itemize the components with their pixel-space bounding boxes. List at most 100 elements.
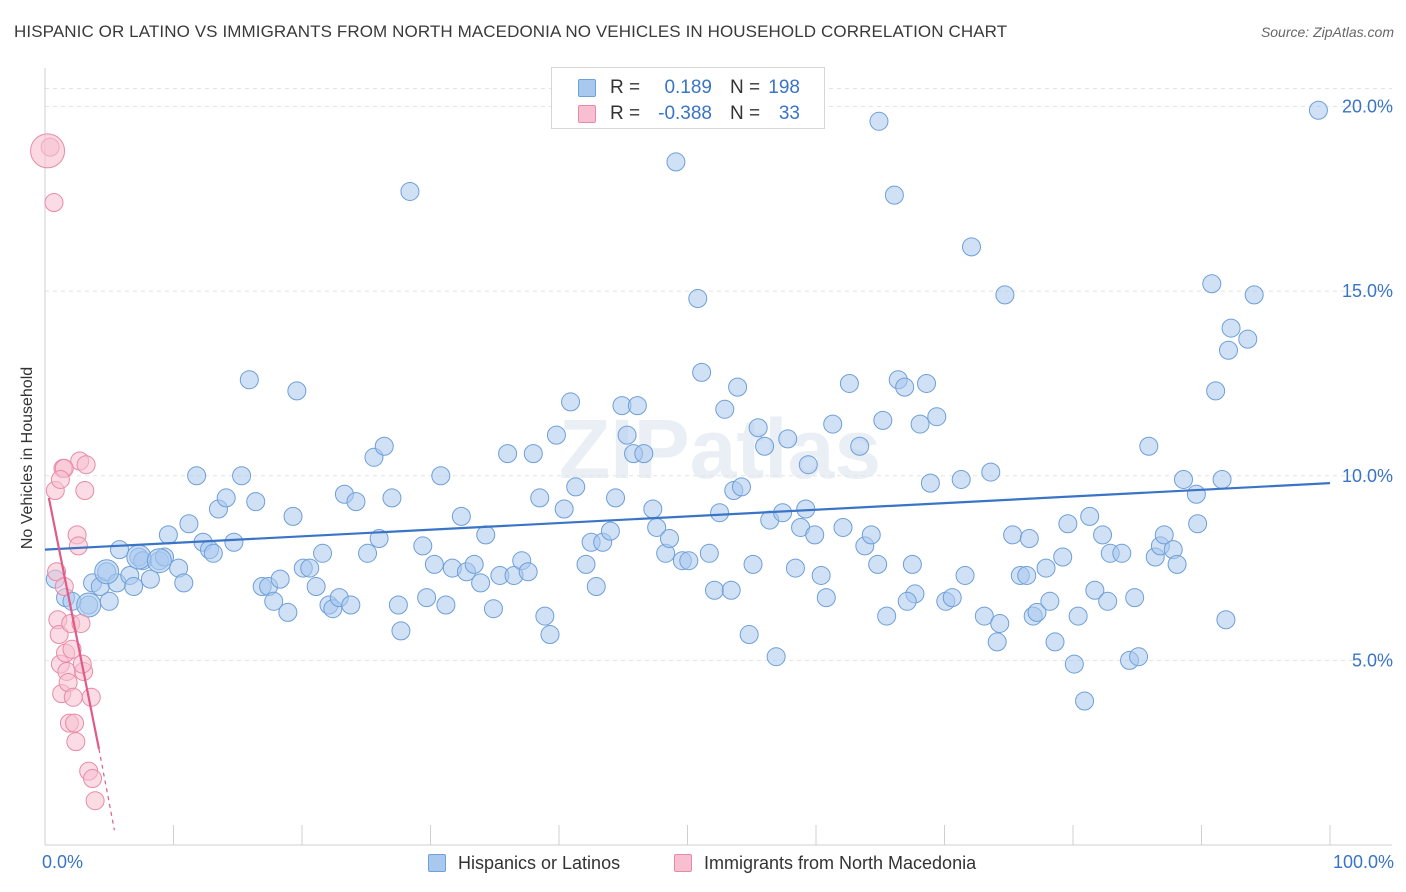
- point-0-140: [917, 373, 937, 393]
- point-0-7: [99, 591, 119, 611]
- point-0-27: [224, 532, 244, 552]
- point-0-188: [1216, 610, 1236, 630]
- point-0-191: [1238, 329, 1258, 349]
- point-0-58: [424, 554, 444, 574]
- point-0-55: [400, 181, 420, 201]
- point-0-103: [710, 503, 730, 523]
- point-0-14: [140, 569, 160, 589]
- point-0-54: [391, 621, 411, 641]
- point-0-64: [464, 554, 484, 574]
- point-0-35: [278, 602, 298, 622]
- x-tick-label-min: 0.0%: [42, 852, 84, 872]
- point-0-105: [721, 580, 741, 600]
- point-0-53: [388, 595, 408, 615]
- point-0-100: [692, 362, 712, 382]
- trend-line-0: [44, 482, 1331, 551]
- y-axis-title: No Vehicles in Household: [19, 366, 36, 550]
- point-0-9: [110, 540, 130, 560]
- point-0-51: [374, 436, 394, 456]
- big-point-0-0: [76, 592, 102, 618]
- point-0-96: [666, 152, 686, 172]
- point-0-36: [283, 506, 303, 526]
- point-1-15: [62, 639, 82, 659]
- point-0-131: [869, 111, 889, 131]
- point-0-108: [731, 477, 751, 497]
- point-0-174: [1125, 588, 1145, 608]
- point-0-19: [174, 573, 194, 593]
- point-0-88: [617, 425, 637, 445]
- point-0-90: [627, 396, 647, 416]
- y-tick-label-0: 5.0%: [1352, 650, 1393, 670]
- point-0-167: [1080, 506, 1100, 526]
- point-1-32: [50, 469, 70, 489]
- point-0-102: [704, 580, 724, 600]
- point-0-77: [546, 425, 566, 445]
- point-0-137: [902, 554, 922, 574]
- legend-swatch-hispanics: [428, 854, 446, 872]
- trend-line-ext-1: [98, 748, 115, 831]
- big-point-0-3: [146, 548, 172, 574]
- point-0-95: [660, 529, 680, 549]
- point-0-50: [369, 529, 389, 549]
- point-0-26: [216, 488, 236, 508]
- point-0-181: [1167, 554, 1187, 574]
- point-0-194: [897, 591, 917, 611]
- y-tick-label-2: 15.0%: [1342, 281, 1393, 301]
- big-point-1-0: [30, 133, 66, 169]
- point-1-27: [81, 687, 101, 707]
- point-0-153: [1003, 525, 1023, 545]
- point-0-111: [748, 418, 768, 438]
- point-0-193: [1308, 100, 1328, 120]
- legend-r-label: R =: [610, 103, 641, 124]
- point-0-107: [728, 377, 748, 397]
- point-0-33: [264, 591, 284, 611]
- chart-title: HISPANIC OR LATINO VS IMMIGRANTS FROM NO…: [14, 22, 1008, 41]
- point-0-11: [124, 577, 144, 597]
- point-0-176: [1139, 436, 1159, 456]
- point-0-20: [179, 514, 199, 534]
- point-0-57: [417, 588, 437, 608]
- y-tick-label-1: 10.0%: [1342, 466, 1393, 486]
- point-0-17: [158, 525, 178, 545]
- legend-r-value: 0.189: [664, 77, 712, 98]
- point-0-91: [634, 444, 654, 464]
- point-0-184: [1188, 514, 1208, 534]
- point-0-62: [451, 506, 471, 526]
- point-0-101: [699, 543, 719, 563]
- point-0-132: [873, 410, 893, 430]
- point-1-17: [65, 713, 85, 733]
- point-0-125: [833, 517, 853, 537]
- point-0-136: [895, 377, 915, 397]
- point-0-59: [431, 466, 451, 486]
- point-0-75: [535, 606, 555, 626]
- point-0-121: [805, 525, 825, 545]
- point-0-126: [839, 373, 859, 393]
- source-label: Source: ZipAtlas.com: [1260, 24, 1394, 40]
- point-0-147: [961, 237, 981, 257]
- legend-swatch-blue: [578, 79, 596, 97]
- point-0-86: [606, 488, 626, 508]
- point-0-120: [798, 455, 818, 475]
- point-0-109: [739, 625, 759, 645]
- point-0-37: [287, 381, 307, 401]
- legend-label-macedonia: Immigrants from North Macedonia: [704, 853, 977, 873]
- point-0-168: [1085, 580, 1105, 600]
- point-0-78: [554, 499, 574, 519]
- point-0-24: [203, 543, 223, 563]
- big-point-0-1: [94, 559, 120, 585]
- point-0-72: [518, 562, 538, 582]
- point-1-1: [44, 193, 64, 213]
- point-0-189: [1218, 340, 1238, 360]
- point-0-183: [1186, 484, 1206, 504]
- point-0-41: [313, 543, 333, 563]
- point-0-67: [483, 599, 503, 619]
- point-0-148: [974, 606, 994, 626]
- point-0-122: [811, 565, 831, 585]
- point-0-104: [715, 399, 735, 419]
- point-0-80: [566, 477, 586, 497]
- trend-line-1: [47, 497, 101, 750]
- point-0-65: [471, 573, 491, 593]
- point-0-156: [1019, 529, 1039, 549]
- point-0-116: [778, 429, 798, 449]
- point-0-192: [1244, 285, 1264, 305]
